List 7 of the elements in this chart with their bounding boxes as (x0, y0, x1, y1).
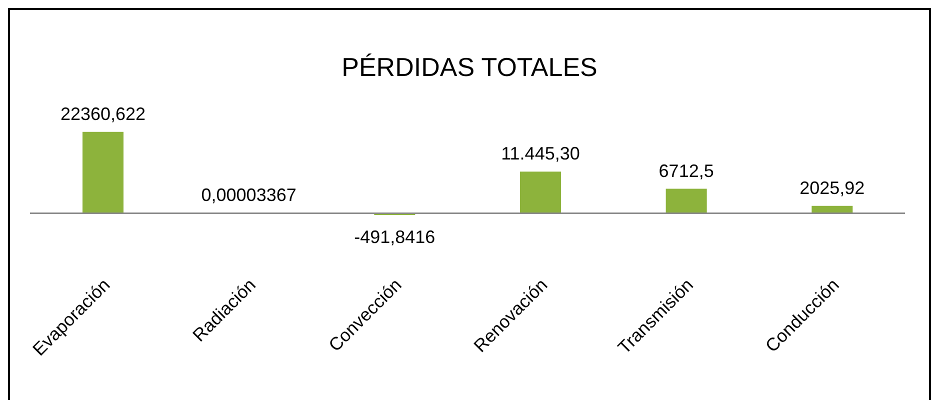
data-label: 0,00003367 (201, 185, 296, 206)
chart-title: PÉRDIDAS TOTALES (340, 52, 598, 83)
data-label: 22360,622 (60, 104, 146, 124)
data-label: 6712,5 (658, 160, 714, 181)
data-label: -491,8416 (354, 227, 436, 248)
data-label: 11.445,30 (501, 144, 580, 164)
data-label: 2025,92 (800, 178, 865, 198)
